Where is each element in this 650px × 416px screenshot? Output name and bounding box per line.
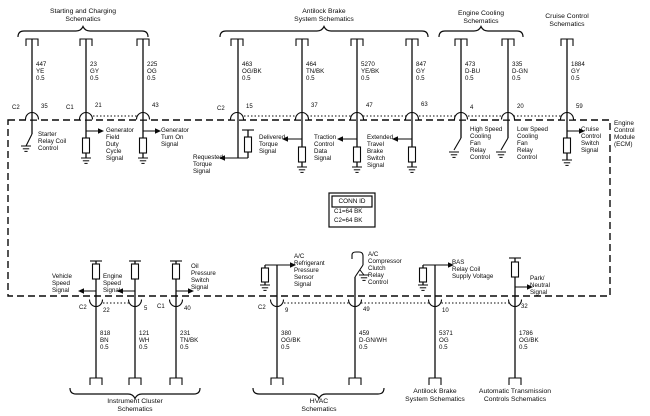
pin-label-59: 59 — [576, 104, 583, 110]
signal-cruise-switch: Cruise Control Switch Signal — [581, 126, 601, 154]
conn-id-table-box — [328, 192, 376, 228]
offpage-connector-icons-top — [25, 38, 574, 46]
group-label-auto-trans: Automatic Transmission Controls Schemati… — [478, 388, 552, 403]
signal-park-neutral: Park/ Neutral Signal — [530, 275, 550, 296]
conn-id-title: CONN ID — [338, 198, 366, 205]
conn-label-c2-bottom: C2 — [79, 305, 87, 311]
brace-hvac — [252, 387, 385, 400]
wire-1884-cruise — [566, 39, 579, 160]
conn-label-c2-top: C2 — [12, 105, 20, 111]
pin-label-63: 63 — [421, 102, 428, 108]
pin-label-22: 22 — [103, 308, 110, 314]
signal-delivered-torque: Delivered Torque Signal — [259, 134, 286, 155]
signal-gen-field: Generator Field Duty Cycle Signal — [106, 127, 134, 162]
wire-label-818: 818 BN 0.5 — [100, 330, 111, 351]
pin-label-43: 43 — [152, 103, 159, 109]
resistor-symbols — [81, 136, 572, 283]
wire-label-225: 225 OG 0.5 — [147, 61, 158, 82]
wire-459-ac-compressor — [351, 251, 365, 378]
signal-low-speed-fan: Low Speed Cooling Fan Relay Control — [517, 126, 548, 161]
wire-label-5270: 5270 YE/BK 0.5 — [361, 61, 380, 82]
group-label-instrument-cluster: Instrument Cluster Schematics — [107, 398, 163, 413]
pin-label-32: 32 — [521, 304, 528, 310]
signal-vehicle-speed: Vehicle Speed Signal — [52, 273, 72, 294]
group-label-abs-bottom: Antilock Brake System Schematics — [405, 388, 465, 403]
signal-arrowheads — [78, 128, 585, 294]
pin-label-10: 10 — [442, 308, 449, 314]
pin-label-5: 5 — [144, 306, 148, 312]
group-label-hvac: HVAC Schematics — [301, 398, 337, 413]
signal-engine-speed: Engine Speed Signal — [103, 273, 123, 294]
brace-engine-cooling — [438, 25, 524, 38]
wire-1786-park-neutral — [509, 257, 527, 378]
brace-instrument-cluster — [69, 387, 201, 400]
ecm-module-label: Engine Control Module (ECM) — [614, 120, 635, 148]
ground-symbols — [21, 145, 572, 291]
conn-id-row-1: C1=64 BK — [334, 208, 363, 215]
signal-oil-pressure: Oil Pressure Switch Signal — [191, 263, 216, 291]
wire-23-gen-field — [85, 39, 98, 158]
wire-464-delivered-torque — [288, 39, 303, 167]
wire-label-1786: 1786 OG/BK 0.5 — [519, 330, 539, 351]
wire-label-5371: 5371 OG 0.5 — [439, 330, 453, 351]
wire-847-extended-travel — [398, 39, 413, 167]
pin-label-37: 37 — [311, 103, 318, 109]
wire-label-380: 380 OG/BK 0.5 — [281, 330, 301, 351]
signal-gen-turn-on: Generator Turn On Signal — [161, 127, 189, 148]
wire-473-high-fan — [453, 39, 462, 151]
pin-label-35: 35 — [41, 104, 48, 110]
wire-label-23: 23 GY 0.5 — [90, 61, 99, 82]
pin-label-9: 9 — [285, 308, 289, 314]
wire-label-473: 473 D-BU 0.5 — [465, 61, 481, 82]
wire-label-463: 463 OG/BK 0.5 — [242, 61, 262, 82]
wire-463-requested-torque — [225, 39, 254, 159]
signal-ac-compressor: A/C Compressor Clutch Relay Control — [368, 251, 402, 286]
brace-starting-charging — [17, 25, 149, 38]
connector-group-lines — [86, 115, 567, 304]
brace-antilock-brake-top — [219, 25, 429, 38]
signal-ac-refrigerant: A/C Refrigerant Pressure Sensor Signal — [294, 253, 325, 288]
wire-label-847: 847 GY 0.5 — [416, 61, 427, 82]
pin-label-47: 47 — [366, 103, 373, 109]
signal-traction-control: Traction Control Data Signal — [314, 134, 337, 162]
signal-high-speed-fan: High Speed Cooling Fan Relay Control — [470, 126, 503, 161]
wire-818-vehicle-speed — [84, 260, 102, 378]
pin-label-49: 49 — [363, 307, 370, 313]
wire-447-starter-relay — [25, 39, 33, 147]
wire-label-231: 231 TN/BK 0.5 — [180, 330, 199, 351]
wire-label-121: 121 WH 0.5 — [139, 330, 150, 351]
signal-bas-relay: BAS Relay Coil Supply Voltage — [452, 259, 494, 280]
signal-starter-relay: Starter Relay Coil Control — [38, 131, 67, 152]
wire-335-low-fan — [500, 39, 509, 151]
conn-label-c1-top: C1 — [66, 105, 74, 111]
wire-label-459: 459 D-GN/WH 0.5 — [359, 330, 387, 351]
group-label-starting-charging: Starting and Charging Schematics — [49, 8, 117, 23]
signal-requested-torque: Requested Torque Signal — [193, 154, 223, 175]
offpage-connector-icons-bottom — [89, 377, 522, 385]
signal-extended-travel: Extended Travel Brake Switch Signal — [367, 134, 394, 169]
ecm-boundary-box — [7, 119, 611, 297]
pin-label-21: 21 — [95, 103, 102, 109]
conn-id-row-2: C2=64 BK — [334, 216, 363, 224]
pin-label-15: 15 — [246, 104, 253, 110]
wire-label-1884: 1884 GY 0.5 — [571, 61, 585, 82]
group-label-cruise-control: Cruise Control Schematics — [545, 13, 589, 28]
wire-225-gen-turn-on — [142, 39, 155, 158]
pin-label-20: 20 — [517, 104, 524, 110]
group-label-abs-top: Antilock Brake System Schematics — [294, 8, 354, 23]
pin-label-40: 40 — [184, 306, 191, 312]
wire-label-335: 335 D-GN 0.5 — [512, 61, 528, 82]
wire-label-464: 464 TN/BK 0.5 — [306, 61, 325, 82]
conn-label-c2-abs: C2 — [217, 106, 225, 112]
conn-label-c1-bottom: C1 — [157, 304, 165, 310]
wire-5270-traction-control — [343, 39, 358, 167]
wire-121-engine-speed — [123, 260, 141, 378]
group-label-engine-cooling: Engine Cooling Schematics — [457, 10, 505, 25]
wire-label-447: 447 YE 0.5 — [36, 61, 47, 82]
pin-label-4: 4 — [470, 105, 474, 111]
conn-label-c2-hvac: C2 — [258, 305, 266, 311]
